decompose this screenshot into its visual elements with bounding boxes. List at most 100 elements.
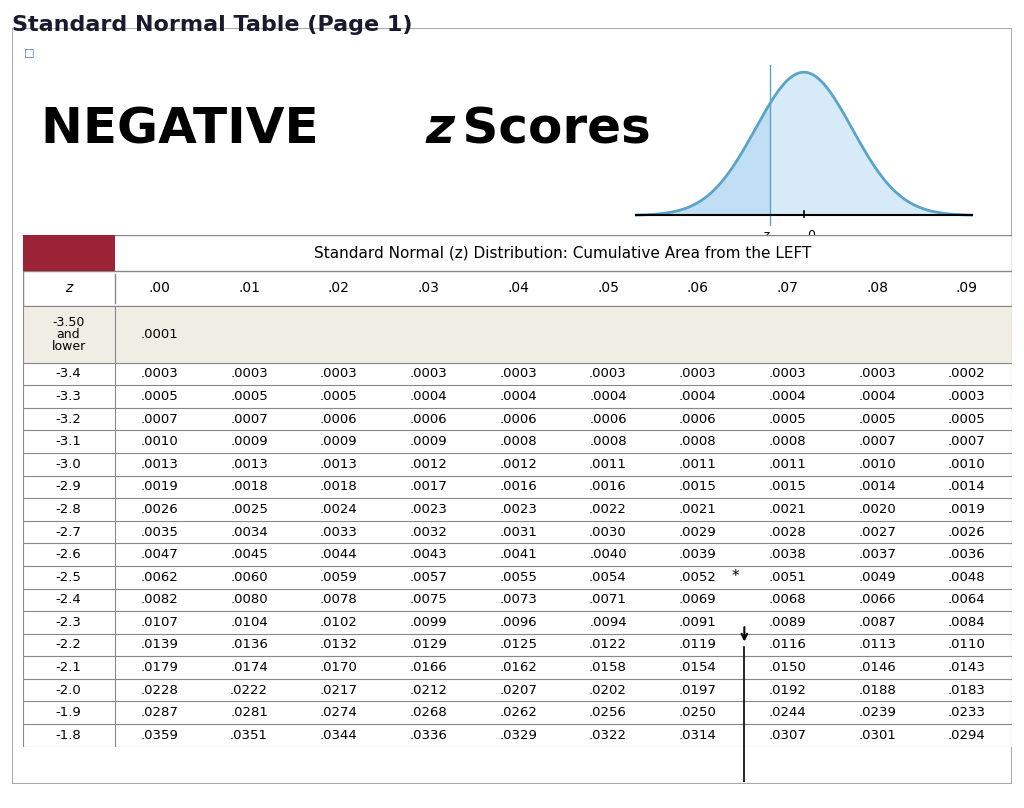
Text: .0010: .0010 <box>140 436 178 448</box>
Text: .0104: .0104 <box>230 616 268 629</box>
Text: -1.8: -1.8 <box>55 729 81 742</box>
Text: .0262: .0262 <box>500 706 538 719</box>
Text: -3.1: -3.1 <box>55 436 82 448</box>
Text: .0013: .0013 <box>230 458 268 471</box>
Text: .0136: .0136 <box>230 638 268 651</box>
Text: .0094: .0094 <box>589 616 627 629</box>
Text: .02: .02 <box>328 281 350 296</box>
Text: .0059: .0059 <box>319 570 357 583</box>
Text: .0004: .0004 <box>500 390 537 403</box>
Text: .0268: .0268 <box>410 706 447 719</box>
Text: .0004: .0004 <box>858 390 896 403</box>
Text: .0075: .0075 <box>410 593 447 606</box>
Text: .0091: .0091 <box>679 616 717 629</box>
Text: .0022: .0022 <box>589 503 627 516</box>
Text: .0015: .0015 <box>768 481 806 494</box>
Text: .0008: .0008 <box>500 436 537 448</box>
Text: -2.3: -2.3 <box>55 616 82 629</box>
Text: .0004: .0004 <box>769 390 806 403</box>
Text: .0162: .0162 <box>500 661 538 674</box>
Text: .0006: .0006 <box>410 413 447 426</box>
Text: .0009: .0009 <box>410 436 447 448</box>
Text: .0301: .0301 <box>858 729 896 742</box>
Text: .0174: .0174 <box>230 661 268 674</box>
Text: .0003: .0003 <box>140 368 178 381</box>
Text: .0202: .0202 <box>589 684 627 696</box>
Text: .0012: .0012 <box>500 458 538 471</box>
Text: .0222: .0222 <box>230 684 268 696</box>
Text: -3.50: -3.50 <box>52 316 85 329</box>
Text: .0274: .0274 <box>319 706 357 719</box>
Text: .0287: .0287 <box>140 706 178 719</box>
Text: z: z <box>425 105 454 154</box>
Text: .0006: .0006 <box>589 413 627 426</box>
Text: .0037: .0037 <box>858 548 896 561</box>
Text: .0040: .0040 <box>589 548 627 561</box>
Text: .0005: .0005 <box>948 413 986 426</box>
Text: .0030: .0030 <box>589 525 627 539</box>
Text: .0002: .0002 <box>948 368 986 381</box>
Text: .0057: .0057 <box>410 570 447 583</box>
Text: .0158: .0158 <box>589 661 627 674</box>
Text: .0035: .0035 <box>140 525 178 539</box>
Text: .0024: .0024 <box>319 503 357 516</box>
Text: .0005: .0005 <box>230 390 268 403</box>
Text: .0011: .0011 <box>679 458 717 471</box>
Text: -3.3: -3.3 <box>55 390 82 403</box>
Text: .0239: .0239 <box>858 706 896 719</box>
Text: .0143: .0143 <box>948 661 986 674</box>
Text: .0029: .0029 <box>679 525 717 539</box>
Text: .0036: .0036 <box>948 548 986 561</box>
Text: .0025: .0025 <box>230 503 268 516</box>
Text: .0166: .0166 <box>410 661 447 674</box>
Text: and: and <box>56 328 80 341</box>
Text: Standard Normal (z) Distribution: Cumulative Area from the LEFT: Standard Normal (z) Distribution: Cumula… <box>314 246 812 260</box>
Text: .0003: .0003 <box>319 368 357 381</box>
Text: .0250: .0250 <box>679 706 717 719</box>
Text: .0150: .0150 <box>768 661 806 674</box>
Text: .0013: .0013 <box>319 458 357 471</box>
Text: .0004: .0004 <box>679 390 717 403</box>
Text: -2.7: -2.7 <box>55 525 82 539</box>
Text: .0010: .0010 <box>858 458 896 471</box>
Text: .0008: .0008 <box>589 436 627 448</box>
Text: -3.2: -3.2 <box>55 413 82 426</box>
Text: .0008: .0008 <box>679 436 717 448</box>
Text: .0026: .0026 <box>140 503 178 516</box>
Text: .0129: .0129 <box>410 638 447 651</box>
Text: .0071: .0071 <box>589 593 627 606</box>
Text: .0060: .0060 <box>230 570 268 583</box>
Text: .0014: .0014 <box>948 481 986 494</box>
Text: .0116: .0116 <box>768 638 806 651</box>
Text: .0015: .0015 <box>679 481 717 494</box>
Text: .00: .00 <box>148 281 170 296</box>
Text: .0018: .0018 <box>319 481 357 494</box>
Text: .01: .01 <box>239 281 260 296</box>
Text: .0102: .0102 <box>319 616 357 629</box>
Text: .0048: .0048 <box>948 570 986 583</box>
Text: .0003: .0003 <box>858 368 896 381</box>
Text: .0028: .0028 <box>769 525 806 539</box>
Text: .0010: .0010 <box>948 458 986 471</box>
Text: .0017: .0017 <box>410 481 447 494</box>
Text: .0044: .0044 <box>321 548 357 561</box>
Text: .0064: .0064 <box>948 593 986 606</box>
Text: .0016: .0016 <box>589 481 627 494</box>
Text: .03: .03 <box>418 281 439 296</box>
Text: NEGATIVE: NEGATIVE <box>41 105 336 154</box>
Text: .0019: .0019 <box>948 503 986 516</box>
Text: .0244: .0244 <box>769 706 806 719</box>
Text: .0041: .0041 <box>500 548 538 561</box>
Text: .0007: .0007 <box>858 436 896 448</box>
Text: .0089: .0089 <box>769 616 806 629</box>
Text: .0314: .0314 <box>679 729 717 742</box>
Text: .0068: .0068 <box>769 593 806 606</box>
Text: .0008: .0008 <box>769 436 806 448</box>
Text: .0212: .0212 <box>410 684 447 696</box>
Text: .0009: .0009 <box>230 436 268 448</box>
Text: .0154: .0154 <box>679 661 717 674</box>
Text: □: □ <box>25 47 35 57</box>
Text: .04: .04 <box>507 281 529 296</box>
Text: .05: .05 <box>597 281 618 296</box>
Text: .0322: .0322 <box>589 729 627 742</box>
